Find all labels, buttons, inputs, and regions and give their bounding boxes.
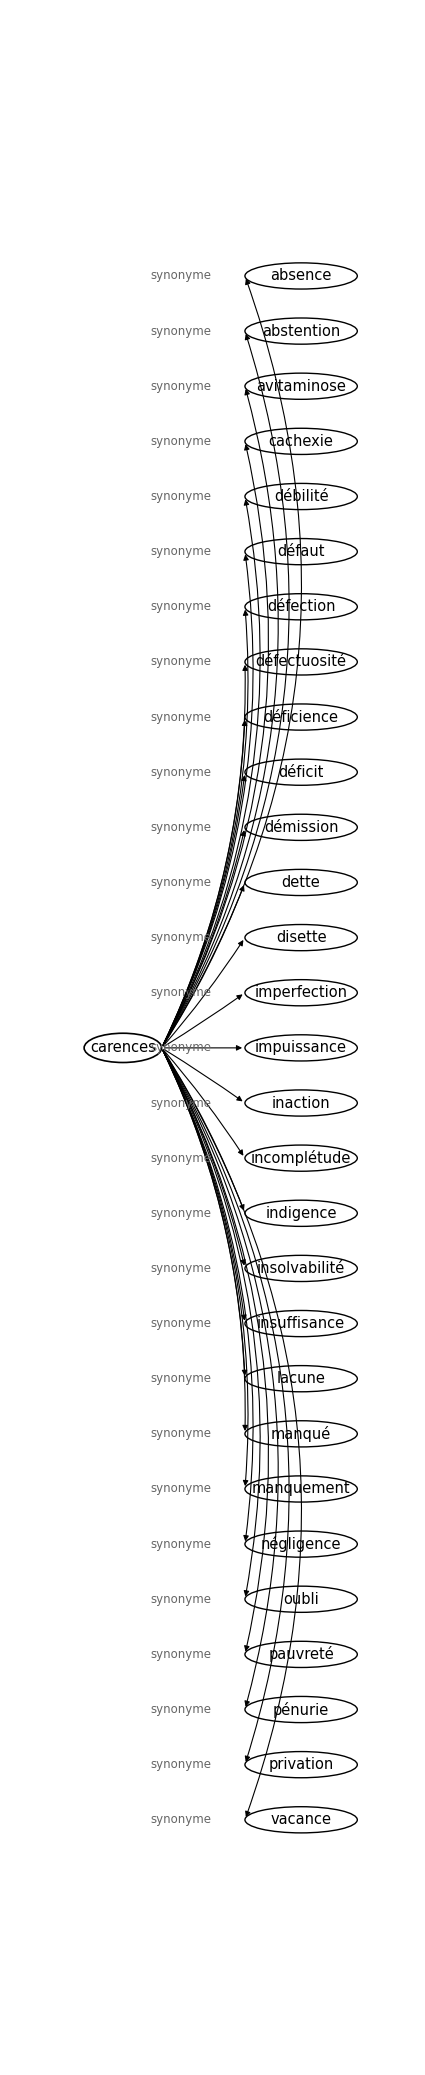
Text: insuffisance: insuffisance [257, 1316, 345, 1330]
Text: indigence: indigence [265, 1206, 337, 1220]
Text: synonyme: synonyme [151, 1208, 212, 1220]
Text: pénurie: pénurie [273, 1702, 329, 1718]
Text: manquement: manquement [252, 1482, 351, 1496]
Text: synonyme: synonyme [151, 546, 212, 558]
Text: synonyme: synonyme [151, 436, 212, 448]
Text: vacance: vacance [271, 1811, 332, 1828]
Text: synonyme: synonyme [151, 1482, 212, 1496]
Text: synonyme: synonyme [151, 324, 212, 338]
Text: déficit: déficit [278, 766, 324, 780]
Text: synonyme: synonyme [151, 876, 212, 888]
Text: synonyme: synonyme [151, 1428, 212, 1440]
Text: synonyme: synonyme [151, 822, 212, 834]
Text: synonyme: synonyme [151, 1704, 212, 1716]
Text: pauvreté: pauvreté [268, 1645, 334, 1662]
Text: négligence: négligence [261, 1536, 341, 1552]
Text: synonyme: synonyme [151, 1372, 212, 1386]
Text: manqué: manqué [271, 1426, 331, 1442]
Text: absence: absence [270, 268, 332, 284]
Text: synonyme: synonyme [151, 986, 212, 1000]
Text: synonyme: synonyme [151, 380, 212, 392]
Text: synonyme: synonyme [151, 656, 212, 668]
Text: défectuosité: défectuosité [255, 654, 347, 670]
Text: synonyme: synonyme [151, 490, 212, 502]
Text: synonyme: synonyme [151, 766, 212, 778]
Text: synonyme: synonyme [151, 1152, 212, 1164]
Text: privation: privation [269, 1758, 334, 1772]
Text: dette: dette [282, 876, 320, 890]
Text: cachexie: cachexie [269, 434, 334, 448]
Text: abstention: abstention [262, 324, 340, 338]
Text: synonyme: synonyme [151, 1758, 212, 1772]
Text: synonyme: synonyme [151, 1594, 212, 1606]
Text: lacune: lacune [277, 1372, 326, 1386]
Text: synonyme: synonyme [151, 932, 212, 944]
Text: carences: carences [90, 1040, 156, 1056]
Text: synonyme: synonyme [151, 1096, 212, 1110]
Text: synonyme: synonyme [151, 1318, 212, 1330]
Text: imperfection: imperfection [255, 986, 348, 1000]
Text: oubli: oubli [283, 1592, 319, 1606]
Text: déficience: déficience [264, 710, 339, 724]
Text: synonyme: synonyme [151, 1042, 212, 1054]
Text: synonyme: synonyme [151, 1538, 212, 1550]
Text: inaction: inaction [272, 1096, 331, 1110]
Text: synonyme: synonyme [151, 600, 212, 614]
Text: défaut: défaut [278, 544, 325, 558]
Text: incomplétude: incomplétude [251, 1150, 351, 1166]
Text: impuissance: impuissance [255, 1040, 347, 1056]
Text: insolvabilité: insolvabilité [257, 1262, 345, 1276]
Text: défection: défection [267, 600, 335, 614]
Text: démission: démission [264, 820, 338, 834]
Text: synonyme: synonyme [151, 270, 212, 282]
Text: synonyme: synonyme [151, 1814, 212, 1826]
Text: avitaminose: avitaminose [256, 380, 346, 394]
Text: synonyme: synonyme [151, 710, 212, 724]
Text: synonyme: synonyme [151, 1262, 212, 1274]
Text: débilité: débilité [274, 490, 329, 504]
Text: disette: disette [276, 930, 326, 944]
Text: synonyme: synonyme [151, 1648, 212, 1660]
